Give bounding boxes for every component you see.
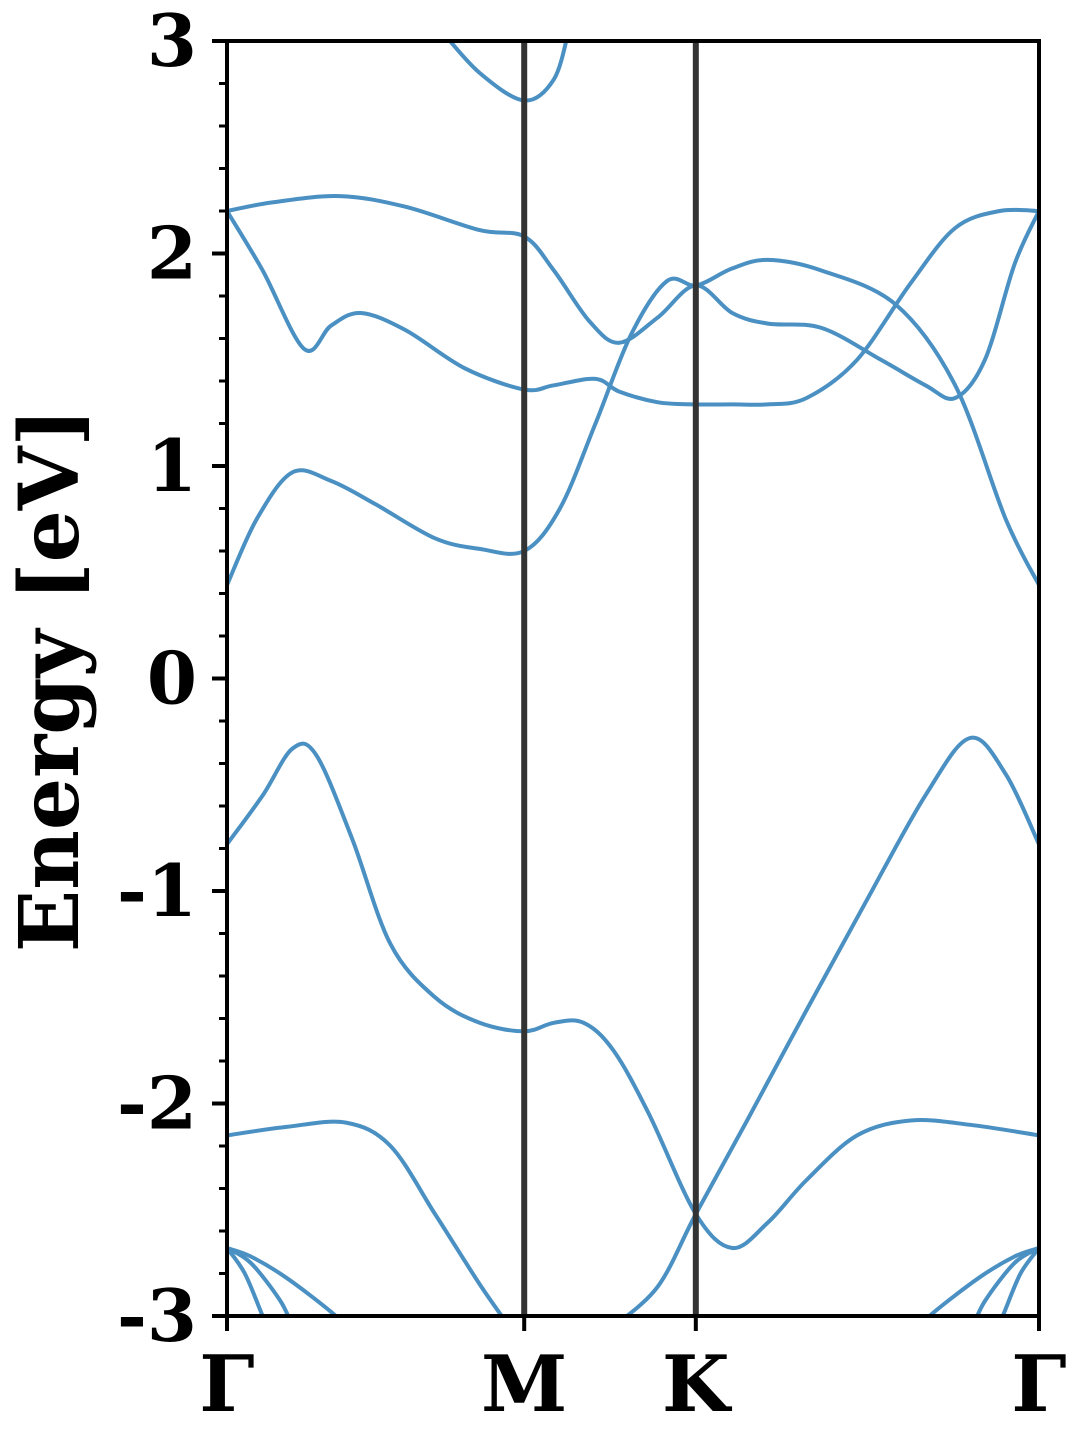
y-tick-label: 2 [147,211,197,296]
band-line-6 [623,735,1039,1316]
band-line-1 [227,257,1039,587]
band-line-3 [227,194,1039,401]
high-symmetry-dividers [521,41,699,1316]
y-axis-title: Energy [eV] [2,408,98,952]
band-line-9 [227,1246,265,1316]
x-tick-label-M: M [481,1339,567,1430]
y-tick-label: 3 [147,0,197,83]
band-lines [227,41,1039,1316]
band-line-5 [227,1119,505,1316]
y-tick-label: -2 [117,1061,197,1146]
band-line-10 [926,1246,1039,1316]
y-tick-label: -3 [117,1273,197,1358]
band-line-12 [1000,1246,1039,1316]
y-tick-label: 0 [147,636,197,721]
band-line-7 [227,1246,339,1316]
band-line-8 [227,1246,291,1316]
x-tick-label-Γ: Γ [199,1339,254,1430]
x-tick-label-Γ: Γ [1011,1339,1066,1430]
band-line-2 [227,207,1039,407]
y-axis-ticks: -3 -2 -1 0 1 2 3 [117,0,227,1358]
band-line-11 [975,1246,1039,1316]
y-tick-label: -1 [117,848,197,933]
x-tick-label-K: K [662,1339,733,1430]
y-tick-label: 1 [147,423,197,508]
band-line-4 [227,741,1039,1251]
